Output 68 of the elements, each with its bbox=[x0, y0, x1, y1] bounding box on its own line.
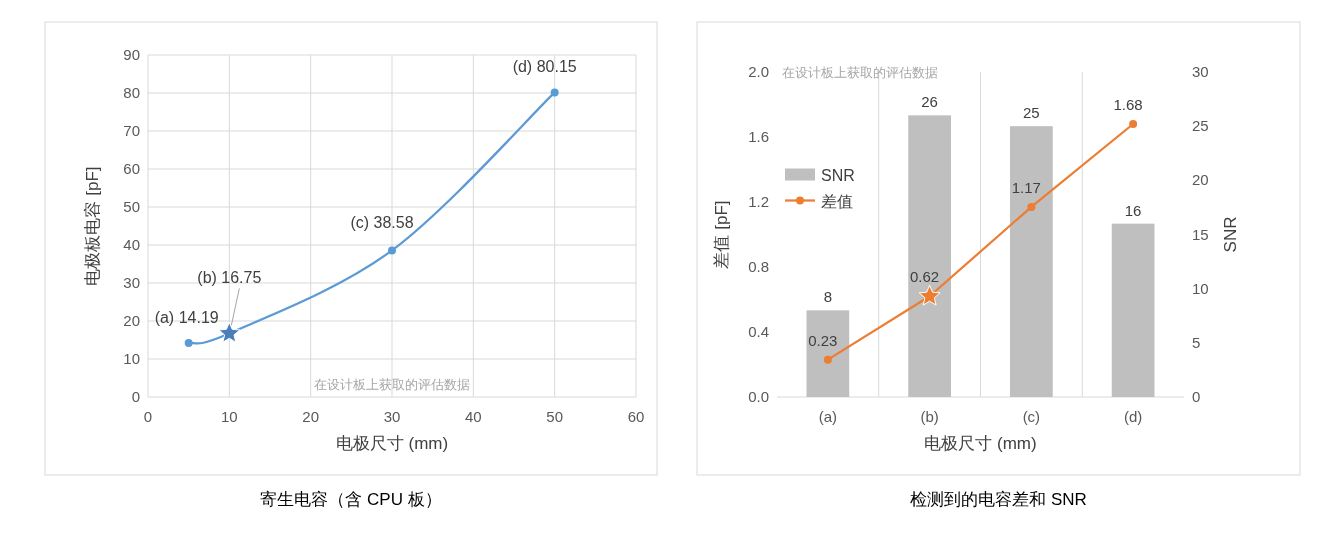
x-tick-label: (b) bbox=[920, 408, 939, 425]
x-tick-label: 40 bbox=[464, 408, 482, 425]
bar bbox=[1010, 126, 1053, 397]
x-tick-label: (d) bbox=[1123, 408, 1143, 425]
y2-tick-label: 0 bbox=[1192, 388, 1201, 405]
y-tick-label: 0.0 bbox=[748, 388, 769, 405]
x-tick-label: 20 bbox=[302, 408, 320, 425]
point bbox=[184, 339, 193, 348]
y-tick-label: 30 bbox=[123, 274, 140, 291]
y-tick-label: 70 bbox=[123, 122, 140, 139]
y-axis-title: 差值 [pF] bbox=[712, 200, 731, 269]
y2-tick-label: 10 bbox=[1192, 279, 1209, 297]
data-label: 25 bbox=[1023, 104, 1040, 122]
data-label: 16 bbox=[1124, 201, 1142, 219]
y-tick-label: 0.8 bbox=[748, 258, 769, 275]
data-label: 1.17 bbox=[1011, 178, 1041, 196]
y2-tick-label: 30 bbox=[1192, 63, 1209, 80]
y-tick-label: 20 bbox=[123, 312, 140, 329]
x-tick-label: (c) bbox=[1022, 408, 1041, 425]
y-tick-label: 2.0 bbox=[748, 63, 769, 80]
annotation: (c) 38.58 bbox=[350, 214, 414, 232]
legend-label: 差值 bbox=[821, 192, 853, 210]
data-label: 0.23 bbox=[808, 331, 838, 349]
annotation: (a) 14.19 bbox=[154, 309, 219, 327]
y-tick-label: 40 bbox=[123, 236, 140, 253]
data-label: 26 bbox=[921, 93, 938, 111]
legend-label: SNR bbox=[821, 166, 855, 184]
y-tick-label: 0 bbox=[131, 388, 140, 405]
text: 检测到的电容差和 SNR bbox=[910, 490, 1087, 509]
x-tick-label: (a) bbox=[818, 408, 838, 425]
point bbox=[823, 355, 832, 364]
x-tick-label: 50 bbox=[546, 408, 564, 425]
y2-axis-title: SNR bbox=[1221, 216, 1240, 253]
x-axis-title: 电极尺寸 (mm) bbox=[924, 434, 1037, 453]
bar bbox=[1111, 223, 1155, 397]
annotation: 在设计板上获取的评估数据 bbox=[314, 377, 470, 392]
bar bbox=[806, 310, 850, 397]
point bbox=[1027, 202, 1036, 211]
y2-tick-label: 25 bbox=[1192, 117, 1209, 135]
annotation: (d) 80.15 bbox=[512, 58, 577, 76]
point bbox=[388, 246, 396, 255]
y2-tick-label: 5 bbox=[1192, 333, 1201, 351]
y-tick-label: 60 bbox=[123, 160, 140, 177]
data-label: 1.68 bbox=[1113, 96, 1143, 113]
data-label: 0.62 bbox=[910, 268, 940, 286]
x-tick-label: 0 bbox=[143, 408, 153, 425]
x-tick-label: 10 bbox=[220, 408, 238, 425]
x-tick-label: 30 bbox=[383, 408, 401, 425]
x-axis-title: 电极尺寸 (mm) bbox=[335, 434, 449, 453]
text: 寄生电容（含 CPU 板） bbox=[260, 490, 442, 509]
point bbox=[1129, 120, 1138, 128]
y-tick-label: 1.2 bbox=[748, 193, 769, 210]
data-label: 8 bbox=[823, 288, 833, 306]
annotation: (b) 16.75 bbox=[197, 269, 262, 287]
y-tick-label: 1.6 bbox=[748, 128, 769, 145]
point bbox=[550, 88, 559, 97]
y2-tick-label: 20 bbox=[1192, 171, 1209, 189]
y-tick-label: 90 bbox=[123, 46, 140, 63]
point bbox=[218, 321, 241, 343]
y-tick-label: 0.4 bbox=[748, 323, 769, 340]
y-tick-label: 10 bbox=[123, 350, 140, 367]
y-tick-label: 50 bbox=[123, 198, 140, 215]
y-axis-title: 电极板电容 [pF] bbox=[83, 166, 102, 286]
y2-tick-label: 15 bbox=[1192, 225, 1209, 243]
annotation: 在设计板上获取的评估数据 bbox=[782, 65, 938, 80]
y-tick-label: 80 bbox=[123, 84, 140, 101]
bar bbox=[908, 115, 951, 397]
x-tick-label: 60 bbox=[627, 408, 645, 425]
